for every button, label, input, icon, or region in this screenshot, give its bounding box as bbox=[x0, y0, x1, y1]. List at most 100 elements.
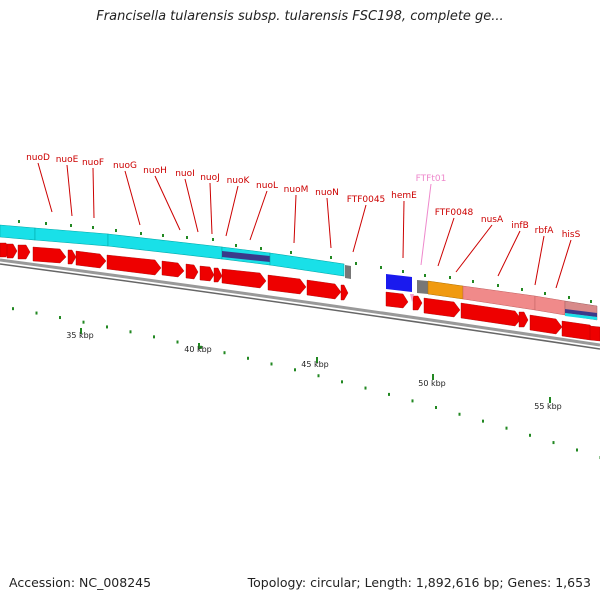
feature-tick bbox=[45, 222, 47, 225]
feature-tick bbox=[402, 270, 404, 273]
feature-tick bbox=[70, 224, 72, 227]
gene-label: infB bbox=[511, 221, 529, 231]
scale-tick bbox=[435, 406, 437, 410]
scale-major-tick bbox=[198, 343, 200, 349]
scale-tick bbox=[59, 316, 61, 320]
cds-arrow bbox=[306, 279, 342, 300]
gene-label: hemE bbox=[391, 191, 417, 201]
gene-label: nuoG bbox=[113, 161, 137, 171]
gene-label: nuoF bbox=[82, 158, 104, 168]
scale-label: 55 kbp bbox=[534, 402, 562, 411]
gene-leader-line bbox=[293, 194, 297, 244]
feature-tick bbox=[544, 292, 546, 295]
gene-leader-line bbox=[124, 170, 141, 226]
cog-segment-grey bbox=[417, 280, 428, 294]
cds-arrow bbox=[6, 243, 18, 259]
feature-tick bbox=[497, 284, 499, 287]
gene-label: nuoL bbox=[256, 181, 278, 191]
feature-tick bbox=[212, 238, 214, 241]
cog-band-left bbox=[0, 224, 351, 279]
cds-arrow bbox=[518, 311, 529, 328]
gene-label: rbfA bbox=[535, 226, 555, 236]
cog-segment bbox=[0, 224, 36, 241]
scale-tick bbox=[576, 448, 578, 452]
cds-arrows-right bbox=[385, 291, 600, 342]
cog-segment bbox=[107, 233, 223, 260]
scale-label: 50 kbp bbox=[418, 379, 446, 388]
cog-segment bbox=[269, 252, 345, 277]
feature-tick bbox=[472, 280, 474, 283]
gene-leader-line bbox=[66, 164, 73, 217]
feature-tick bbox=[186, 236, 188, 239]
gene-leader-line bbox=[455, 224, 493, 273]
scale-tick bbox=[223, 351, 226, 355]
feature-tick bbox=[18, 220, 20, 223]
scale-tick bbox=[552, 441, 555, 445]
gene-label: nuoD bbox=[26, 153, 50, 163]
cog-segment-cyan bbox=[565, 313, 597, 320]
accession-text: Accession: NC_008245 bbox=[9, 575, 152, 590]
cog-segment-orange bbox=[427, 280, 464, 300]
cog-segment-grey bbox=[345, 265, 351, 279]
cds-arrow bbox=[199, 265, 215, 282]
cds-arrow bbox=[340, 284, 349, 301]
scale-tick bbox=[129, 330, 132, 334]
scale-tick bbox=[270, 362, 273, 366]
gene-label: nuoK bbox=[227, 176, 251, 186]
scale-major-tick bbox=[316, 357, 318, 363]
feature-tick bbox=[92, 226, 94, 229]
cds-arrow bbox=[75, 250, 107, 269]
scale-tick bbox=[294, 368, 296, 372]
cds-arrow bbox=[17, 244, 31, 260]
scale-tick bbox=[317, 374, 320, 378]
gene-label: nuoN bbox=[315, 188, 339, 198]
gene-leader-line bbox=[225, 185, 239, 237]
scale-tick bbox=[247, 356, 249, 360]
cog-segment bbox=[34, 227, 109, 247]
feature-tick bbox=[449, 276, 451, 279]
cds-arrow bbox=[161, 260, 185, 278]
cds-arrow bbox=[460, 302, 522, 327]
scale-tick bbox=[12, 307, 14, 311]
scale-major-tick bbox=[432, 374, 434, 380]
cds-arrow bbox=[267, 274, 307, 295]
cds-arrow bbox=[221, 268, 267, 289]
scale-tick bbox=[505, 426, 508, 430]
cog-segment-pink bbox=[534, 295, 566, 316]
feature-tick bbox=[260, 247, 262, 250]
cds-arrow bbox=[423, 297, 461, 318]
scale-tick bbox=[482, 419, 484, 423]
cds-arrow bbox=[32, 246, 67, 264]
gene-leader-line bbox=[437, 217, 455, 267]
scale-layer: 35 kbp 40 kbp 45 kbp 50 kbp 55 kbp bbox=[12, 220, 600, 460]
cds-arrow bbox=[213, 267, 223, 283]
scale-tick bbox=[200, 345, 202, 349]
gene-leader-line bbox=[420, 183, 432, 266]
scale-major-tick bbox=[80, 328, 82, 334]
feature-tick bbox=[235, 244, 237, 247]
scale-tick bbox=[106, 325, 108, 329]
gene-label: hisS bbox=[562, 230, 581, 240]
gene-leader-line bbox=[37, 162, 53, 213]
cds-arrow bbox=[529, 314, 563, 335]
gene-leader-line bbox=[402, 200, 405, 259]
gene-label: FTF0048 bbox=[435, 208, 474, 218]
cds-arrow bbox=[67, 249, 77, 265]
topology-stats-text: Topology: circular; Length: 1,892,616 bp… bbox=[247, 575, 591, 590]
scale-tick bbox=[341, 380, 343, 384]
scale-tick bbox=[411, 399, 414, 403]
map-title: Francisella tularensis subsp. tularensis… bbox=[96, 9, 504, 24]
scale-tick bbox=[35, 311, 38, 315]
cog-segment-dark bbox=[565, 309, 597, 317]
scale-tick bbox=[82, 320, 85, 324]
feature-tick bbox=[140, 232, 142, 235]
gene-label: nuoM bbox=[284, 185, 309, 195]
gene-label: nuoH bbox=[143, 166, 167, 176]
gene-leader-line bbox=[249, 190, 268, 241]
genome-backbone-shadow bbox=[0, 263, 600, 350]
scale-label: 35 kbp bbox=[66, 331, 94, 340]
scale-tick bbox=[458, 412, 461, 416]
feature-tick bbox=[162, 234, 164, 237]
gene-label: nuoE bbox=[56, 155, 79, 165]
